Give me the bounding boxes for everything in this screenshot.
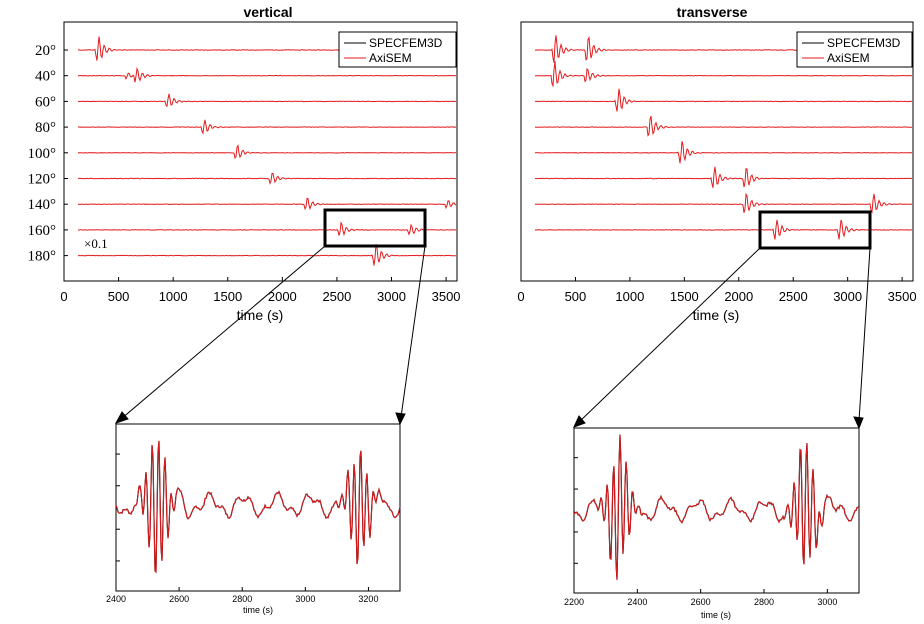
- y-tick-label: 120°: [28, 172, 57, 188]
- trace-40-deg: [534, 61, 913, 88]
- transverse-panel: transverse 0 500 1000 1500 2000 2500 3000 3500 …: [517, 4, 916, 323]
- trace-120-deg: [534, 166, 913, 188]
- connector-line: [400, 245, 426, 418]
- x-tick-label: 2200: [564, 597, 584, 607]
- vertical-legend: SPECFEM3D AxiSEM: [338, 31, 457, 68]
- transverse-traces: [534, 35, 913, 240]
- trace-40-deg: [77, 66, 457, 83]
- transverse-x-axis: 0 500 1000 1500 2000 2500 3000 3500: [517, 277, 917, 304]
- trace-160-deg: [534, 219, 913, 240]
- transverse-zoom-x-axis: 2200 2400 2600 2800 3000: [564, 589, 837, 607]
- vertical-zoom-box: [323, 208, 427, 248]
- y-tick-label: 180°: [28, 249, 57, 265]
- axisem-zoom-trace: [115, 440, 401, 574]
- trace-180-deg: [77, 244, 456, 266]
- x-tick-label: 1000: [615, 289, 644, 304]
- x-tick-label: 2800: [232, 594, 252, 604]
- vertical-title: vertical: [243, 4, 292, 20]
- y-tick-label: 20°: [35, 43, 56, 59]
- x-tick-label: 3500: [432, 289, 461, 304]
- legend-box: [338, 31, 457, 68]
- x-tick-label: 2500: [322, 289, 351, 304]
- x-tick-label: 2000: [724, 289, 753, 304]
- trace-80-deg: [534, 115, 913, 137]
- x-tick-label: 3000: [817, 597, 837, 607]
- legend-box: [796, 31, 913, 68]
- legend-label-specfem3d: SPECFEM3D: [827, 36, 901, 50]
- connector-arrowhead: [853, 416, 864, 430]
- trace-100-deg: [77, 144, 457, 160]
- trace-140-deg: [77, 197, 457, 211]
- x-tick-label: 2600: [169, 594, 189, 604]
- x-tick-label: 3200: [358, 594, 378, 604]
- vertical-zoom-x-axis-label: time (s): [243, 605, 273, 615]
- connector-arrowhead: [395, 412, 406, 426]
- axisem-zoom-trace: [573, 434, 860, 580]
- vertical-zoom-x-axis: 2400 2600 2800 3000 3200: [106, 587, 378, 604]
- trace-100-deg: [534, 141, 913, 164]
- x-tick-label: 2500: [779, 289, 808, 304]
- x-tick-label: 3000: [295, 594, 315, 604]
- connector-line: [858, 247, 871, 422]
- connector-arrowhead: [114, 411, 129, 424]
- y-tick-label: 80°: [35, 120, 56, 136]
- connector-line: [120, 245, 326, 420]
- x-tick-label: 1500: [213, 289, 242, 304]
- x-tick-label: 2600: [691, 597, 711, 607]
- trace-160-deg: [78, 221, 457, 237]
- connector-line: [577, 247, 761, 424]
- transverse-x-axis-label: time (s): [693, 307, 740, 323]
- x-tick-label: 3500: [888, 289, 917, 304]
- x-tick-label: 2400: [106, 594, 126, 604]
- x-tick-label: 2400: [627, 597, 647, 607]
- vertical-x-axis: 0 500 1000 1500 2000 2500 3000 3500: [60, 277, 461, 304]
- transverse-zoom-traces: [573, 434, 860, 580]
- x-tick-label: 1500: [670, 289, 699, 304]
- transverse-zoom-box: [758, 210, 872, 250]
- x-tick-label: 500: [565, 289, 587, 304]
- vertical-y-axis: 20° 40° 60° 80° 100° 120° 140° 160° 180°: [28, 43, 68, 265]
- transverse-zoom-panel: 2200 2400 2600 2800 3000 time (s): [564, 427, 860, 620]
- legend-label-axisem: AxiSEM: [369, 51, 412, 65]
- legend-label-axisem: AxiSEM: [827, 51, 870, 65]
- trace-120-deg: [77, 173, 456, 185]
- trace-140-deg: [535, 192, 913, 214]
- x-tick-label: 1000: [159, 289, 188, 304]
- transverse-legend: SPECFEM3D AxiSEM: [796, 31, 913, 68]
- x-tick-label: 500: [108, 289, 130, 304]
- zoom-connectors: [114, 245, 871, 430]
- connector-arrowhead: [573, 415, 586, 428]
- x-tick-label: 2000: [268, 289, 297, 304]
- x-tick-label: 2800: [754, 597, 774, 607]
- y-tick-label: 100°: [28, 146, 57, 162]
- y-tick-label: 160°: [28, 223, 57, 239]
- trace-60-deg: [534, 88, 913, 112]
- vertical-zoom-traces: [115, 440, 401, 574]
- scale-annotation: ×0.1: [84, 236, 108, 251]
- trace-80-deg: [77, 119, 457, 135]
- vertical-zoom-panel: 2400 2600 2800 3000 3200 time (s): [106, 423, 401, 615]
- x-tick-label: 3000: [833, 289, 862, 304]
- vertical-panel: vertical 0 500 1000 1500 2000 2500 3000 3500 20…: [28, 4, 461, 323]
- transverse-title: transverse: [677, 4, 748, 20]
- trace-60-deg: [77, 93, 457, 108]
- x-tick-label: 3000: [377, 289, 406, 304]
- x-tick-label: 0: [517, 289, 524, 304]
- y-tick-label: 60°: [35, 94, 56, 110]
- y-tick-label: 40°: [35, 69, 56, 85]
- transverse-zoom-x-axis-label: time (s): [701, 610, 731, 620]
- x-tick-label: 0: [60, 289, 67, 304]
- y-tick-label: 140°: [28, 197, 57, 213]
- legend-label-specfem3d: SPECFEM3D: [369, 36, 443, 50]
